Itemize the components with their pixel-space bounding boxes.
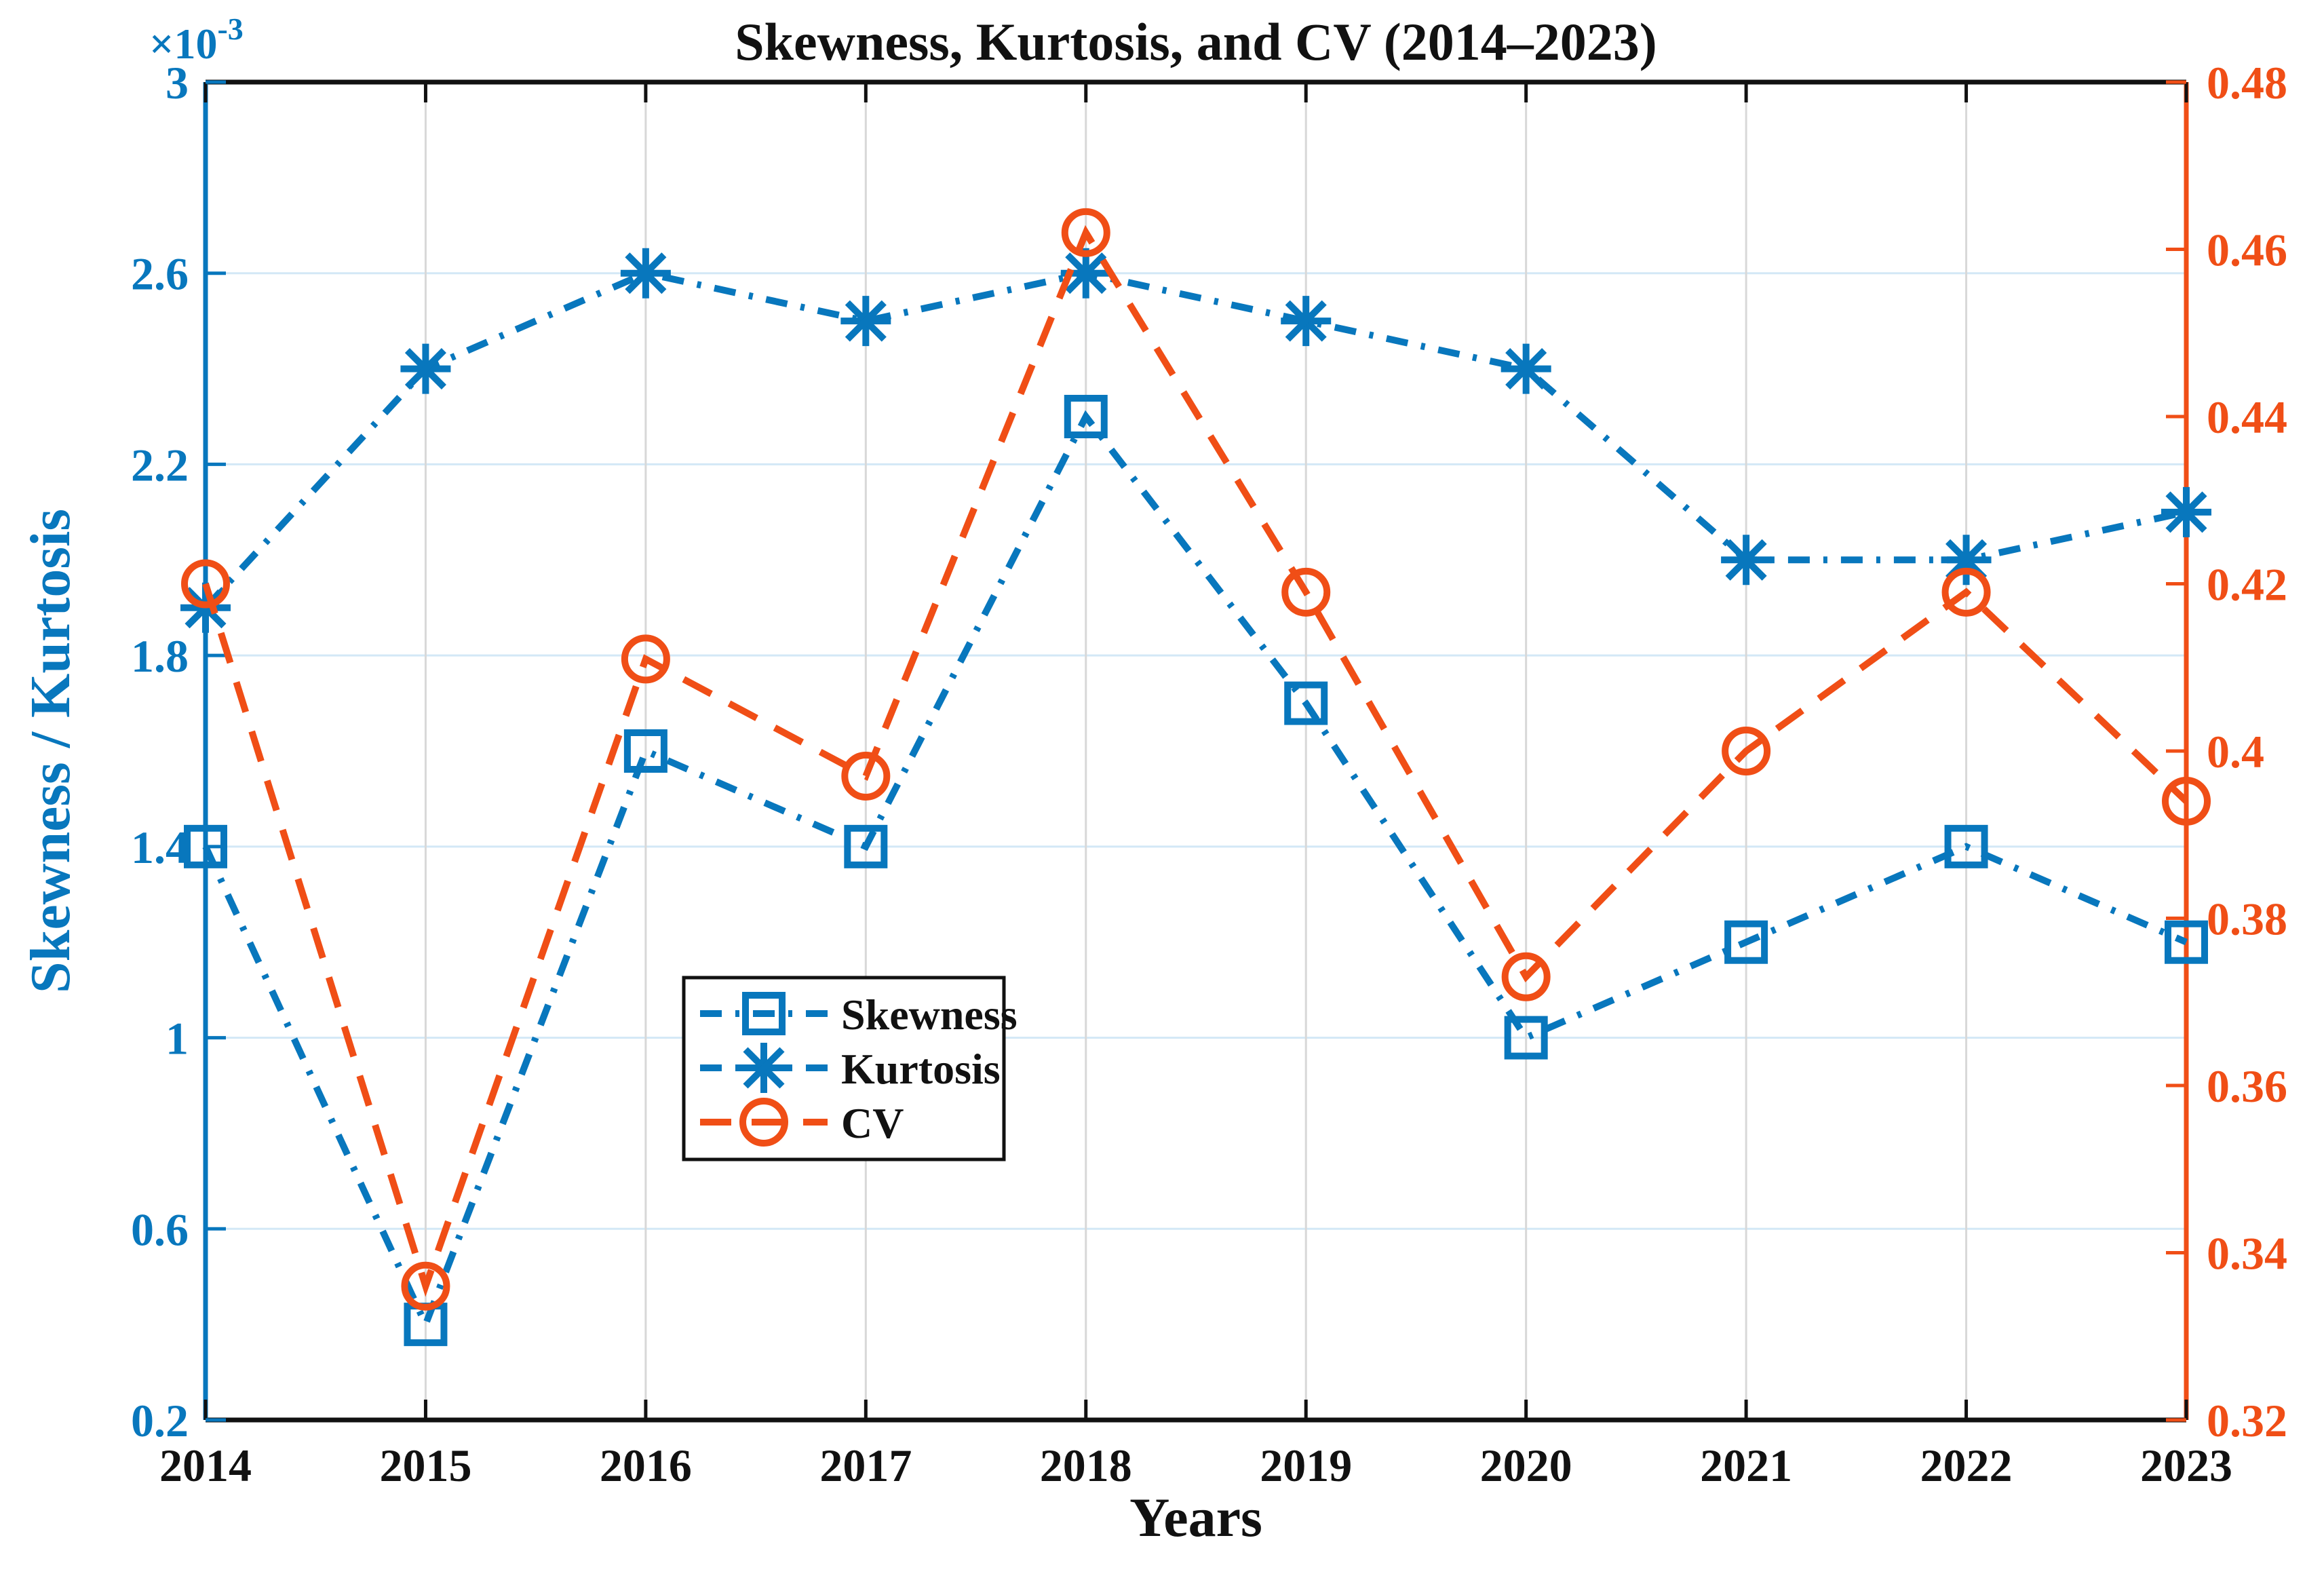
marker-circle <box>401 1261 450 1311</box>
y-left-tick-label: 0.6 <box>131 1204 189 1255</box>
marker-square <box>1944 824 1988 868</box>
y-right-tick-label: 0.48 <box>2207 57 2287 109</box>
y-right-tick-label: 0.34 <box>2207 1228 2287 1280</box>
spoke <box>743 1047 785 1089</box>
chart-title: Skewness, Kurtosis, and CV (2014–2023) <box>735 12 1657 71</box>
marker-square <box>844 824 888 868</box>
y-right-tick-label: 0.44 <box>2207 391 2287 443</box>
marker-circle <box>1722 727 1771 775</box>
y-right-tick-label: 0.42 <box>2207 559 2287 611</box>
x-tick-label: 2019 <box>1260 1440 1352 1491</box>
x-tick-label: 2015 <box>379 1440 471 1491</box>
marker-circle <box>2162 776 2211 826</box>
x-tick-label: 2014 <box>159 1440 252 1491</box>
marker-asterisk <box>739 1043 789 1093</box>
x-tick-label: 2021 <box>1700 1440 1792 1491</box>
x-axis-label: Years <box>1129 1486 1262 1548</box>
spoke <box>625 252 667 294</box>
legend-label: Kurtosis <box>841 1045 1001 1093</box>
x-tick-label: 2020 <box>1480 1440 1572 1491</box>
series-cv-line <box>202 225 2189 1297</box>
marker-square <box>1504 1016 1548 1060</box>
marker-square <box>623 729 667 773</box>
y-left-tick-label: 3 <box>166 57 189 109</box>
marker-asterisk <box>840 296 891 347</box>
series-kurtosis-line <box>203 269 2188 611</box>
y-left-axis-multiplier: ×10-3 <box>149 12 244 68</box>
marker-asterisk <box>620 248 671 299</box>
marker-circle <box>739 1098 788 1147</box>
y-left-axis-label: Skewness / Kurtosis <box>27 509 82 993</box>
x-tick-label: 2017 <box>819 1440 912 1491</box>
legend-entry-skewness: Skewness <box>700 991 1018 1039</box>
y-right-tick-label: 0.4 <box>2207 726 2264 777</box>
y-right-tick-label: 0.46 <box>2207 225 2287 276</box>
series-cv <box>181 208 2211 1311</box>
spoke <box>404 348 446 390</box>
y-left-tick-label: 1 <box>166 1013 189 1064</box>
x-tick-label: 2023 <box>2140 1440 2232 1491</box>
marker-square <box>1064 395 1108 438</box>
legend-label: Skewness <box>841 991 1018 1039</box>
marker-circle <box>841 751 891 801</box>
legend-entry-kurtosis: Kurtosis <box>700 1043 1001 1093</box>
series-skewness-line <box>202 410 2188 1333</box>
marker-square <box>1284 681 1328 725</box>
y-right-tick-label: 0.36 <box>2207 1060 2287 1112</box>
y-left-tick-label: 1.8 <box>131 630 189 682</box>
marker-square <box>742 992 786 1035</box>
spoke <box>1285 300 1327 342</box>
series-kurtosis <box>180 248 2211 633</box>
spoke <box>1505 348 1547 390</box>
marker-circle <box>1501 952 1551 1001</box>
x-tick-label: 2016 <box>600 1440 692 1491</box>
marker-circle <box>621 634 670 684</box>
y-left-tick-label: 2.2 <box>131 439 189 491</box>
marker-square <box>184 824 227 868</box>
y-left-tick-label: 0.2 <box>131 1395 189 1446</box>
x-tick-label: 2018 <box>1040 1440 1132 1491</box>
spoke <box>1065 252 1107 294</box>
y-left-tick-label: 2.6 <box>131 248 189 300</box>
marker-square <box>1724 920 1768 964</box>
legend-label: CV <box>841 1099 904 1147</box>
marker-circle <box>1281 567 1331 617</box>
marker-circle <box>1061 208 1110 257</box>
y-right-tick-label: 0.32 <box>2207 1395 2287 1446</box>
marker-circle <box>181 559 230 609</box>
legend: Skewness Kurtosis CV <box>682 976 1018 1161</box>
spoke <box>845 300 887 342</box>
legend-entry-cv: CV <box>700 1098 904 1147</box>
marker-asterisk <box>2161 486 2211 537</box>
marker-asterisk <box>400 343 451 394</box>
y-right-tick-label: 0.38 <box>2207 893 2287 945</box>
x-tick-label: 2022 <box>1920 1440 2013 1491</box>
y-right-axis-label: CV <box>2315 710 2324 792</box>
series-skewness <box>184 395 2208 1347</box>
marker-square <box>2165 920 2208 964</box>
marker-asterisk <box>1721 535 1772 585</box>
skewness-kurtosis-cv-chart: 2014 2015 2016 2017 2018 2019 2020 2021 2022 2023… <box>27 11 2324 1565</box>
marker-asterisk <box>1281 296 1332 347</box>
y-left-tick-label: 1.4 <box>131 822 189 873</box>
marker-circle <box>1941 567 1991 617</box>
spoke <box>2165 491 2207 533</box>
spoke <box>1725 539 1767 581</box>
chart-canvas: 2014 2015 2016 2017 2018 2019 2020 2021 2022 2023… <box>27 11 2324 1565</box>
marker-asterisk <box>1500 343 1551 394</box>
